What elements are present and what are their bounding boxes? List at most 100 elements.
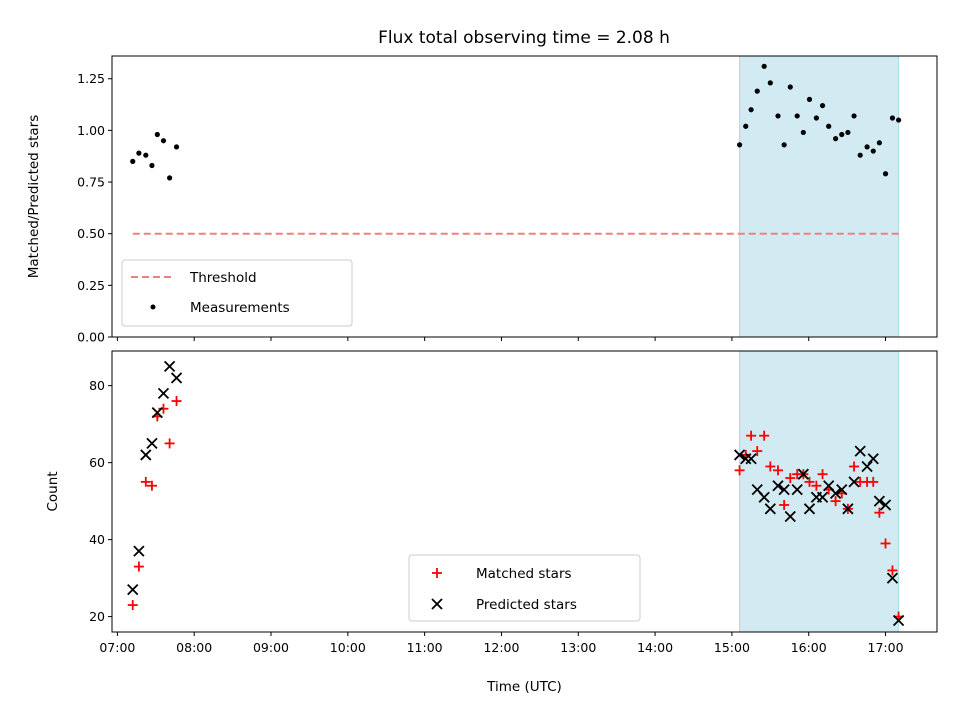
measurement-point	[743, 123, 749, 129]
measurement-point	[787, 84, 793, 90]
bottom-axes-frame	[111, 350, 938, 633]
y-tick-label: 0.25	[77, 278, 105, 293]
matched-star-point	[734, 465, 745, 476]
bottom-observing-window-shade	[739, 350, 900, 633]
predicted-star-point	[151, 406, 163, 419]
predicted-star-point	[170, 372, 183, 384]
measurement-point	[833, 136, 839, 142]
measurement-point	[754, 88, 760, 94]
measurement-point	[775, 113, 781, 119]
measurement-point	[149, 162, 155, 169]
matched-star-point	[880, 538, 891, 549]
measurement-point	[864, 144, 870, 150]
predicted-star-point	[157, 387, 170, 399]
predicted-star-point	[879, 499, 892, 511]
top-axis-ticks: 0.00 0.25 0.50 0.75 1.00 1.25	[77, 71, 887, 345]
predicted-star-point	[797, 468, 809, 480]
x-tick-label: 13:00	[560, 640, 596, 655]
predicted-star-point	[873, 495, 886, 507]
measurement-point	[895, 117, 902, 123]
x-tick-label: 15:00	[714, 640, 750, 655]
predicted-star-point	[886, 572, 899, 584]
y-tick-label: 40	[89, 532, 105, 547]
matched-star-point	[811, 480, 822, 491]
measurement-point	[876, 140, 882, 146]
matched-star-point	[772, 465, 783, 476]
measurement-point	[761, 63, 767, 69]
bottom-panel: 07:00 08:00 09:00 10:00 11:00 12:00 13:00 14:00…	[45, 350, 938, 695]
matched-star-point	[779, 499, 790, 510]
x-tick-label: 09:00	[253, 640, 289, 655]
matched-star-point	[817, 469, 828, 480]
predicted-star-point	[140, 449, 152, 461]
predicted-star-point	[778, 483, 790, 496]
bottom-y-axis-label: Count	[45, 471, 61, 511]
measurement-point	[851, 113, 857, 119]
top-observing-window-shade	[739, 55, 900, 338]
y-tick-label: 80	[89, 378, 105, 393]
predicted-star-point	[740, 453, 752, 465]
x-tick-label: 10:00	[330, 640, 366, 655]
measurement-point	[173, 144, 180, 150]
matched-star-point	[759, 430, 770, 441]
matched-star-point	[849, 461, 860, 472]
matched-star-point	[887, 565, 898, 576]
legend-predicted-swatch	[431, 598, 443, 610]
measurement-point	[794, 113, 800, 119]
measurement-point	[889, 115, 896, 121]
predicted-star-point	[842, 503, 854, 515]
matched-star-point	[140, 476, 151, 487]
y-tick-label: 0.50	[77, 226, 105, 241]
legend-matched-label: Matched stars	[476, 566, 572, 582]
measurement-point	[870, 148, 876, 154]
predicted-star-point	[816, 491, 829, 503]
top-axes-frame	[111, 55, 938, 338]
measurement-point	[748, 107, 754, 113]
measurement-point	[845, 129, 851, 136]
legend-threshold-label: Threshold	[189, 270, 257, 286]
top-y-axis-label: Matched/Predicted stars	[26, 115, 42, 278]
measurement-points	[130, 63, 902, 181]
matched-star-point	[752, 446, 763, 457]
matched-star-point	[830, 496, 841, 507]
measurement-point	[857, 152, 863, 158]
measurement-point	[839, 131, 845, 138]
measurement-point	[826, 123, 832, 129]
matched-star-point	[765, 461, 776, 472]
predicted-star-point	[133, 545, 145, 557]
matched-star-point	[785, 473, 796, 484]
y-tick-label: 0.75	[77, 175, 105, 190]
predicted-star-point	[791, 483, 803, 496]
predicted-star-point	[861, 460, 873, 473]
x-tick-label: 17:00	[868, 640, 904, 655]
chart-title: Flux total observing time = 2.08 h	[378, 28, 670, 48]
x-tick-label: 07:00	[99, 640, 135, 655]
y-tick-label: 60	[89, 455, 105, 470]
predicted-star-point	[772, 480, 784, 492]
matched-star-point	[171, 396, 182, 407]
predicted-star-point	[163, 360, 176, 373]
predicted-star-point	[854, 445, 866, 457]
bottom-axis-ticks: 07:00 08:00 09:00 10:00 11:00 12:00 13:00 14:00…	[89, 378, 903, 655]
predicted-star-point	[764, 503, 776, 515]
predicted-star-point	[127, 584, 139, 596]
matched-star-point	[133, 561, 144, 572]
matched-star-point	[146, 480, 157, 491]
x-tick-label: 12:00	[483, 640, 519, 655]
bottom-legend: Matched stars Predicted stars	[408, 554, 641, 622]
predicted-star-point	[892, 614, 905, 627]
bottom-legend-box	[408, 554, 641, 622]
x-axis-label: Time (UTC)	[486, 679, 562, 695]
x-tick-label: 16:00	[791, 640, 827, 655]
predicted-star-point	[784, 510, 796, 523]
y-tick-label: 20	[89, 609, 105, 624]
y-tick-label: 1.25	[77, 71, 105, 86]
measurement-point	[882, 171, 889, 177]
predicted-star-point	[146, 437, 158, 450]
measurement-point	[167, 175, 173, 181]
measurement-point	[736, 142, 743, 148]
y-tick-label: 0.00	[77, 330, 105, 345]
measurement-point	[160, 138, 167, 144]
y-tick-label: 1.00	[77, 123, 105, 138]
predicted-star-point	[733, 449, 746, 461]
